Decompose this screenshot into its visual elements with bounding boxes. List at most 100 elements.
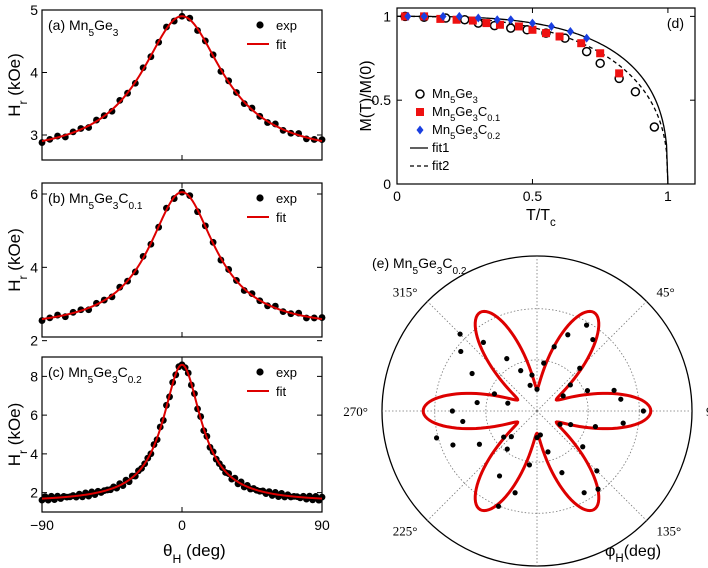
point-mn5ge3c01	[615, 69, 624, 78]
polar-angle-label: 225°	[393, 524, 418, 539]
left-xlabel: θH (deg)	[163, 541, 226, 566]
legend-exp-marker	[256, 21, 264, 29]
point-mn5ge3c02	[474, 13, 482, 23]
x-axis-label: φH(deg)	[605, 543, 661, 565]
point-mn5ge3c02	[493, 15, 501, 25]
exp-point	[592, 424, 598, 430]
legend-fit-label: fit2	[432, 158, 449, 173]
exp-point	[108, 107, 116, 115]
polar-angle-label: 270°	[343, 404, 368, 419]
point-mn5ge3	[459, 14, 470, 25]
legend-exp-marker	[256, 194, 264, 202]
point-mn5ge3c01	[452, 15, 461, 24]
y-tick-label: 2	[30, 485, 38, 501]
point-mn5ge3c02	[439, 11, 447, 21]
exp-point	[450, 442, 456, 448]
point-mn5ge3c01	[482, 19, 491, 28]
plot-frame	[41, 182, 323, 338]
polar-grid-circle	[485, 359, 589, 463]
exp-point	[529, 372, 535, 378]
legend-marker	[415, 89, 425, 99]
exp-point	[565, 332, 571, 338]
legend-fit-label: fit	[276, 37, 287, 52]
point-mn5ge3c02	[420, 11, 428, 21]
fit-curve	[421, 309, 653, 513]
exp-point	[318, 493, 326, 501]
point-mn5ge3c01	[528, 25, 537, 34]
exp-point	[504, 356, 510, 362]
exp-point	[240, 100, 248, 108]
polar-spoke	[427, 301, 538, 412]
point-mn5ge3	[595, 58, 605, 69]
exp-point	[557, 421, 563, 427]
point-mn5ge3c02	[455, 11, 463, 21]
polar-angle-label: 315°	[393, 284, 418, 299]
exp-point	[457, 331, 463, 337]
polar-spoke	[427, 410, 538, 521]
legend-exp-label: exp	[276, 18, 297, 33]
legend-exp-label: exp	[276, 191, 297, 206]
exp-point	[116, 283, 124, 291]
x-axis-label: T/Tc	[526, 207, 556, 229]
exp-point	[640, 408, 646, 414]
exp-point	[504, 446, 510, 452]
exp-point	[469, 370, 475, 377]
point-mn5ge3c01	[577, 39, 586, 48]
fit-line	[41, 363, 323, 500]
panel-e: 45° 90° 135° 225° 270° 315° (e) Mn5Ge3C0.2 φH(d…	[343, 255, 708, 567]
x-tick-label: 0.5	[523, 188, 543, 204]
point-mn5ge3c01	[542, 29, 550, 38]
x-tick-label: 90	[314, 517, 330, 533]
exp-point	[474, 399, 480, 406]
exp-point	[560, 393, 566, 399]
panel-b: 2 4 6 Hr (kOe) (b) Mn5Ge3C0.1 exp fit	[5, 182, 326, 349]
legend-fit-label: fit1	[432, 140, 449, 155]
plot-frame	[41, 356, 323, 513]
panel-label: (b) Mn5Ge3C0.1	[48, 190, 143, 212]
point-mn5ge3	[630, 87, 641, 97]
polar-angle-label: 135°	[657, 524, 682, 539]
panel-label: (c) Mn5Ge3C0.2	[48, 364, 142, 386]
polar-angle-label: 90°	[706, 404, 708, 419]
exp-point	[248, 104, 256, 112]
y-axis-label: M(T)/M(0)	[358, 60, 375, 131]
point-mn5ge3c02	[507, 15, 515, 25]
y-tick-label: 4	[30, 446, 38, 462]
exp-point	[590, 336, 596, 343]
point-mn5ge3	[581, 46, 592, 57]
exp-point	[534, 434, 540, 441]
panel-d: 0 0.5 1 0 0.5 1 T/Tc M(T)/M(0) Mn5Ge3Mn5Ge3C0.1M…	[358, 7, 696, 229]
legend-label: Mn5Ge3	[432, 86, 478, 105]
polar-angle-label: 45°	[657, 284, 675, 299]
exp-point	[449, 408, 455, 414]
point-mn5ge3c02	[583, 33, 591, 43]
point-mn5ge3	[506, 23, 516, 33]
legend-label: Mn5Ge3C0.2	[432, 122, 500, 141]
y-tick-label: 3	[30, 127, 38, 143]
exp-point	[545, 449, 551, 455]
legend-fit-label: fit	[276, 210, 287, 225]
exp-point	[577, 365, 583, 371]
y-tick-label: 6	[30, 407, 38, 423]
exp-point	[476, 441, 483, 447]
x-tick-label: −90	[30, 517, 54, 533]
exp-point	[526, 462, 533, 468]
y-tick-label: 2	[30, 333, 38, 349]
legend-marker	[416, 108, 424, 116]
y-tick-label: 6	[30, 186, 38, 202]
exp-point	[458, 348, 464, 355]
fit-line	[41, 191, 323, 321]
y-tick-label: 5	[30, 2, 38, 18]
legend-fit-label: fit	[276, 384, 287, 399]
exp-point	[480, 339, 487, 346]
exp-point	[518, 368, 524, 374]
y-tick-label: 0	[383, 176, 391, 192]
exp-point	[618, 396, 624, 402]
exp-point	[595, 486, 601, 492]
exp-point	[534, 386, 540, 392]
y-tick-label: 4	[30, 65, 38, 81]
point-mn5ge3c02	[528, 18, 536, 28]
exp-point	[527, 382, 533, 388]
point-mn5ge3c01	[596, 49, 605, 58]
exp-point	[584, 388, 591, 394]
